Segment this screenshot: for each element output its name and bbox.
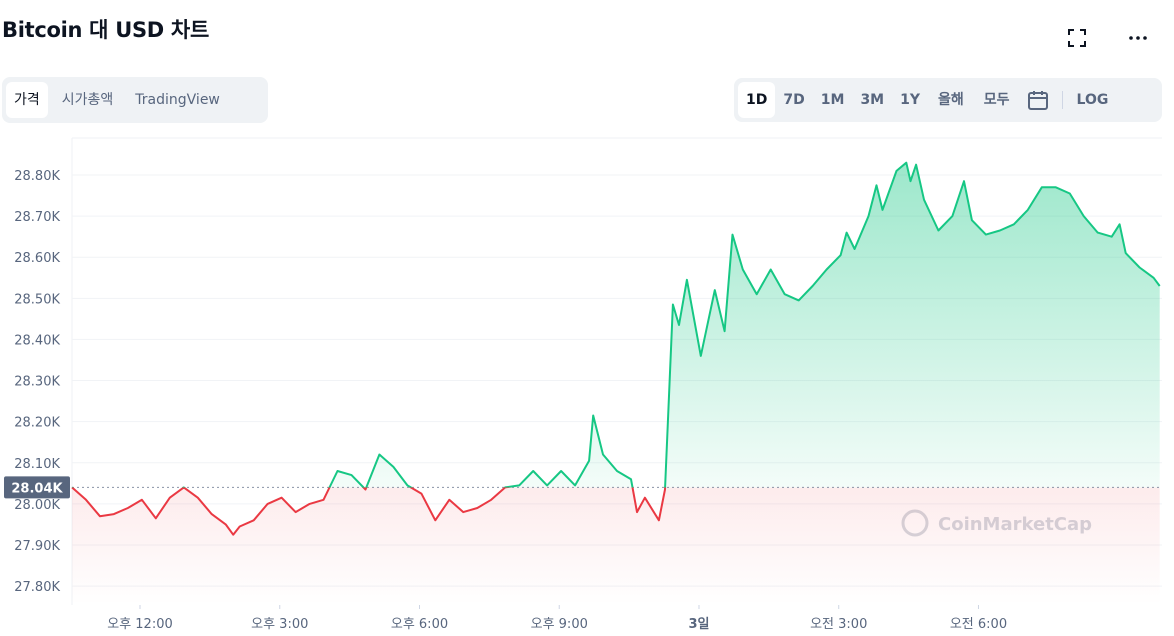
y-tick-label: 27.80K xyxy=(14,580,60,595)
range-button[interactable]: 7D xyxy=(783,92,805,108)
title: Bitcoin 대 USD 차트 xyxy=(2,18,209,42)
range-button[interactable]: 3M xyxy=(860,92,885,108)
y-tick-label: 27.90K xyxy=(14,539,60,554)
reference-label: 28.04K xyxy=(11,481,63,496)
y-tick-label: 28.60K xyxy=(14,251,60,266)
fullscreen-icon[interactable] xyxy=(1065,26,1089,50)
more-icon[interactable] xyxy=(1126,26,1150,50)
range-button[interactable]: 모두 xyxy=(983,92,1010,108)
area xyxy=(72,162,1160,605)
y-tick-label: 28.80K xyxy=(14,169,60,184)
tab[interactable]: 시가총액 xyxy=(61,92,114,108)
reference-label-bg xyxy=(4,476,70,499)
y-tick-label: 28.70K xyxy=(14,210,60,225)
x-tick-label: 오후 12:00 xyxy=(107,617,173,632)
price-line xyxy=(71,161,1161,536)
range-button[interactable]: 올해 xyxy=(938,92,964,108)
y-tick-label: 28.00K xyxy=(14,498,60,513)
range-button[interactable]: 1M xyxy=(820,92,845,108)
tab-group: 가격 시가총액 TradingView xyxy=(2,77,268,123)
y-tick-label: 28.10K xyxy=(14,457,60,472)
y-tick-label: 28.30K xyxy=(14,375,60,390)
range-button[interactable]: 1D xyxy=(738,82,776,118)
y-tick-label: 28.50K xyxy=(14,292,60,307)
y-tick-label: 28.40K xyxy=(14,333,60,348)
range-group: 1D 7D 1M 3M 1Y 올해 모두 LOG xyxy=(734,78,1162,122)
x-tick-label: 오후 6:00 xyxy=(391,617,448,632)
y-tick-label: 28.20K xyxy=(14,416,60,431)
tab[interactable]: TradingView xyxy=(135,92,220,108)
tab[interactable]: 가격 xyxy=(6,82,48,118)
x-tick-label: 오후 3:00 xyxy=(251,617,308,632)
log-button[interactable]: LOG xyxy=(1076,92,1109,108)
range-button[interactable]: 1Y xyxy=(900,92,921,108)
x-tick-label: 오전 3:00 xyxy=(810,617,867,632)
x-tick-label: 오후 9:00 xyxy=(531,617,588,632)
x-tick-label: 3일 xyxy=(688,617,709,632)
x-tick-label: 오전 6:00 xyxy=(950,617,1007,632)
separator xyxy=(1061,91,1063,109)
calendar-icon[interactable] xyxy=(1020,88,1056,112)
